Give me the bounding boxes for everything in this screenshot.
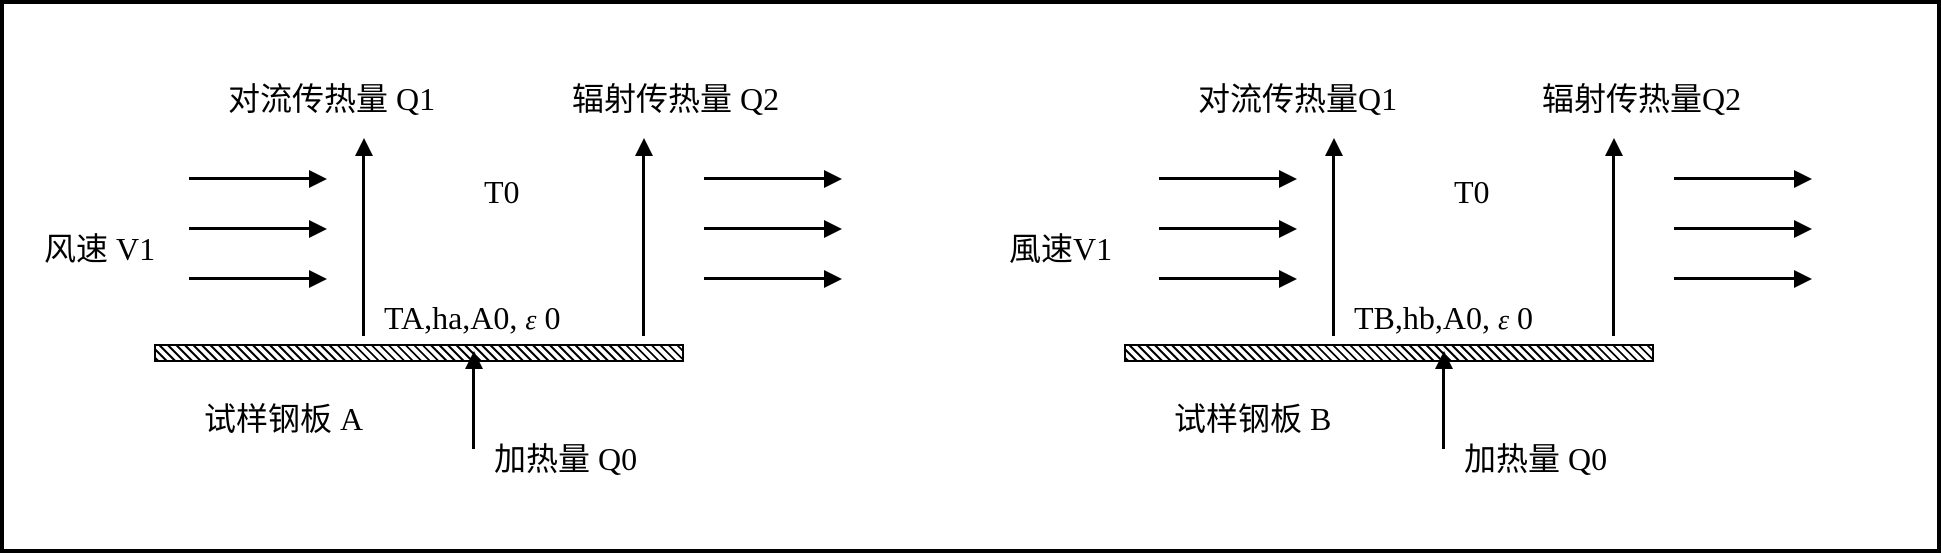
surface-params-tail: 0 bbox=[1509, 300, 1533, 336]
surface-params-text: TA,ha,A0, bbox=[384, 300, 525, 336]
panel-b-surface-params: TB,hb,A0, ε 0 bbox=[1354, 300, 1533, 337]
epsilon-symbol: ε bbox=[525, 305, 536, 336]
diagram-frame: 对流传热量 Q1 辐射传热量 Q2 风速 V1 T0 TA,ha,A0, ε 0… bbox=[0, 0, 1941, 553]
surface-params-text: TB,hb,A0, bbox=[1354, 300, 1498, 336]
panel-a-plate-label: 试样钢板 A bbox=[204, 394, 363, 440]
panel-a-t0-label: T0 bbox=[484, 174, 520, 211]
panel-b-plate-label: 试样钢板 B bbox=[1174, 394, 1331, 440]
panel-a-q1-label: 对流传热量 Q1 bbox=[228, 74, 435, 120]
sample-plate-b bbox=[1124, 344, 1654, 362]
panel-a-wind-label: 风速 V1 bbox=[44, 224, 155, 270]
panel-a-heat-label: 加热量 Q0 bbox=[494, 434, 637, 480]
panel-b-heat-label: 加热量 Q0 bbox=[1464, 434, 1607, 480]
panel-b-t0-label: T0 bbox=[1454, 174, 1490, 211]
panel-a-q2-label: 辐射传热量 Q2 bbox=[572, 74, 779, 120]
panel-b-q2-label: 辐射传热量Q2 bbox=[1542, 74, 1741, 120]
panel-b-wind-label: 風速V1 bbox=[1009, 224, 1112, 270]
panel-b-q1-label: 对流传热量Q1 bbox=[1198, 74, 1397, 120]
epsilon-symbol: ε bbox=[1498, 305, 1509, 336]
panel-a-surface-params: TA,ha,A0, ε 0 bbox=[384, 300, 560, 337]
surface-params-tail: 0 bbox=[536, 300, 560, 336]
sample-plate-a bbox=[154, 344, 684, 362]
